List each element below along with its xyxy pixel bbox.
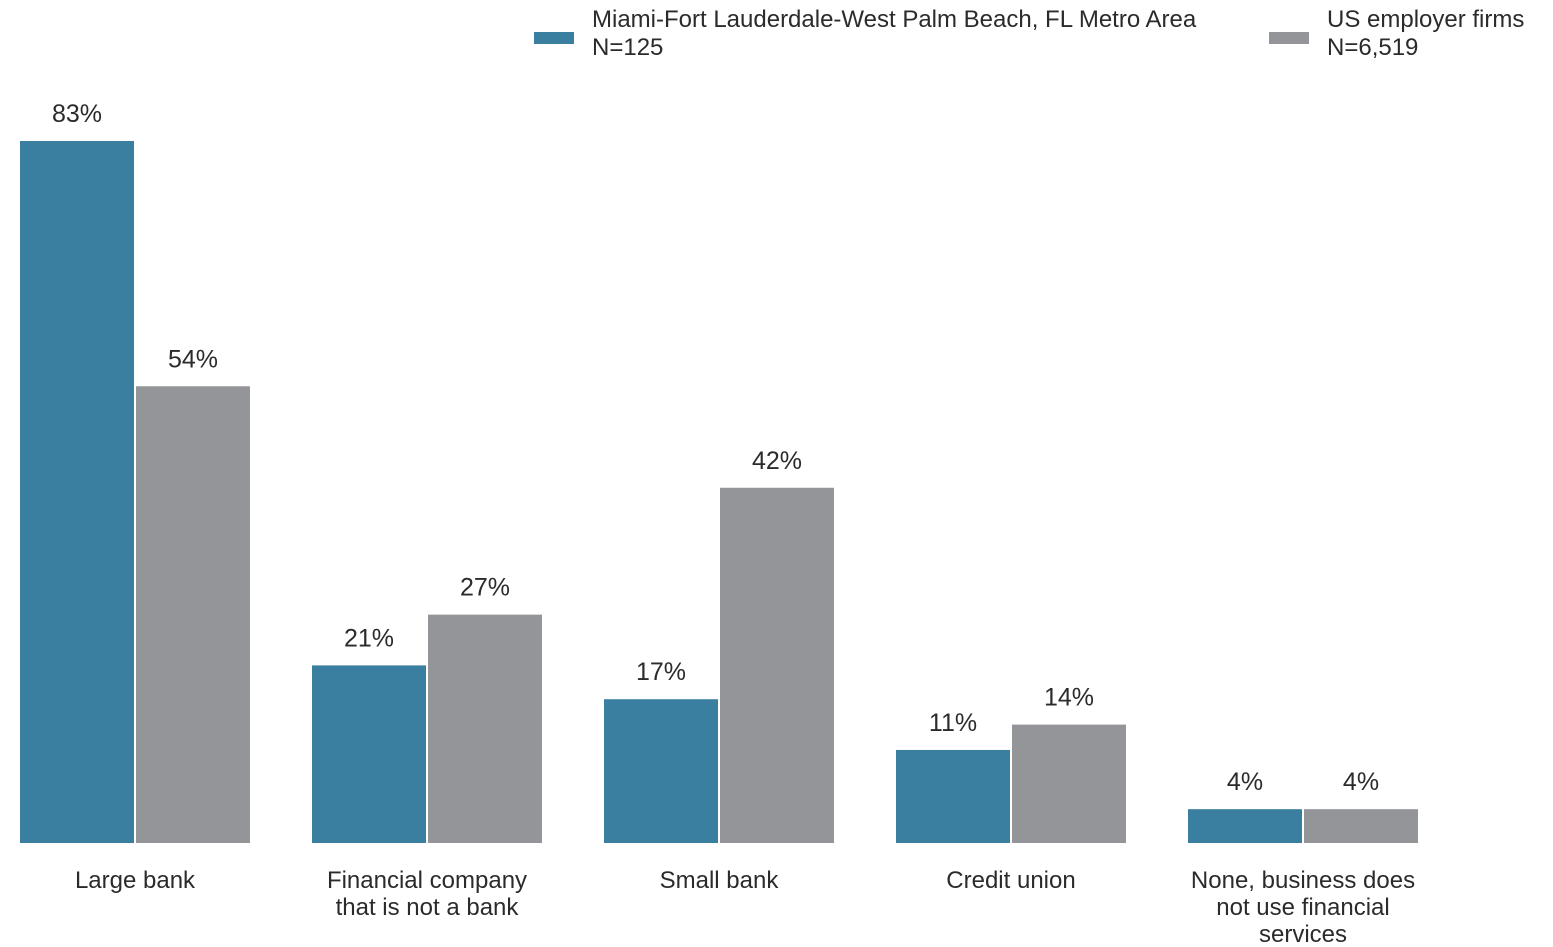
value-label-us-0: 54% [168,345,218,373]
bar-metro-2 [604,699,718,843]
value-label-metro-4: 4% [1227,768,1263,796]
legend-label-metro: Miami-Fort Lauderdale-West Palm Beach, F… [592,6,1196,62]
category-label-1-line-1: that is not a bank [336,894,520,921]
value-label-metro-3: 11% [929,709,977,737]
legend-item-metro: Miami-Fort Lauderdale-West Palm Beach, F… [534,6,1196,62]
legend-item-us: US employer firms N=6,519 [1269,6,1524,62]
legend-metro-n: N=125 [592,34,664,61]
bar-us-3 [1012,724,1126,843]
bar-us-4 [1304,809,1418,843]
value-label-us-4: 4% [1343,768,1379,796]
category-label-2-line-0: Small bank [660,867,780,894]
category-label-4-line-0: None, business does [1191,867,1415,894]
bar-us-0 [136,386,250,843]
legend-swatch-metro [534,32,574,44]
category-label-4-line-1: not use financial [1216,894,1389,921]
value-label-metro-2: 17% [636,658,686,686]
legend-us-name: US employer firms [1327,6,1525,33]
bar-metro-0 [20,141,134,843]
bar-metro-4 [1188,809,1302,843]
value-label-us-3: 14% [1044,684,1094,712]
legend-label-us: US employer firms N=6,519 [1327,6,1524,62]
category-label-4-line-2: services [1259,921,1347,947]
value-label-us-1: 27% [460,574,510,602]
value-label-us-2: 42% [752,447,802,475]
category-label-0-line-0: Large bank [75,867,196,894]
legend-metro-name: Miami-Fort Lauderdale-West Palm Beach, F… [592,6,1197,33]
bar-us-2 [720,487,834,843]
category-label-3-line-0: Credit union [946,867,1075,894]
value-label-metro-1: 21% [344,624,394,652]
legend-swatch-us [1269,32,1309,44]
bar-metro-3 [896,749,1010,843]
bar-metro-1 [312,665,426,843]
legend-us-n: N=6,519 [1327,34,1419,61]
value-label-metro-0: 83% [52,100,102,128]
bar-us-1 [428,614,542,843]
category-label-1-line-0: Financial company [327,867,527,894]
